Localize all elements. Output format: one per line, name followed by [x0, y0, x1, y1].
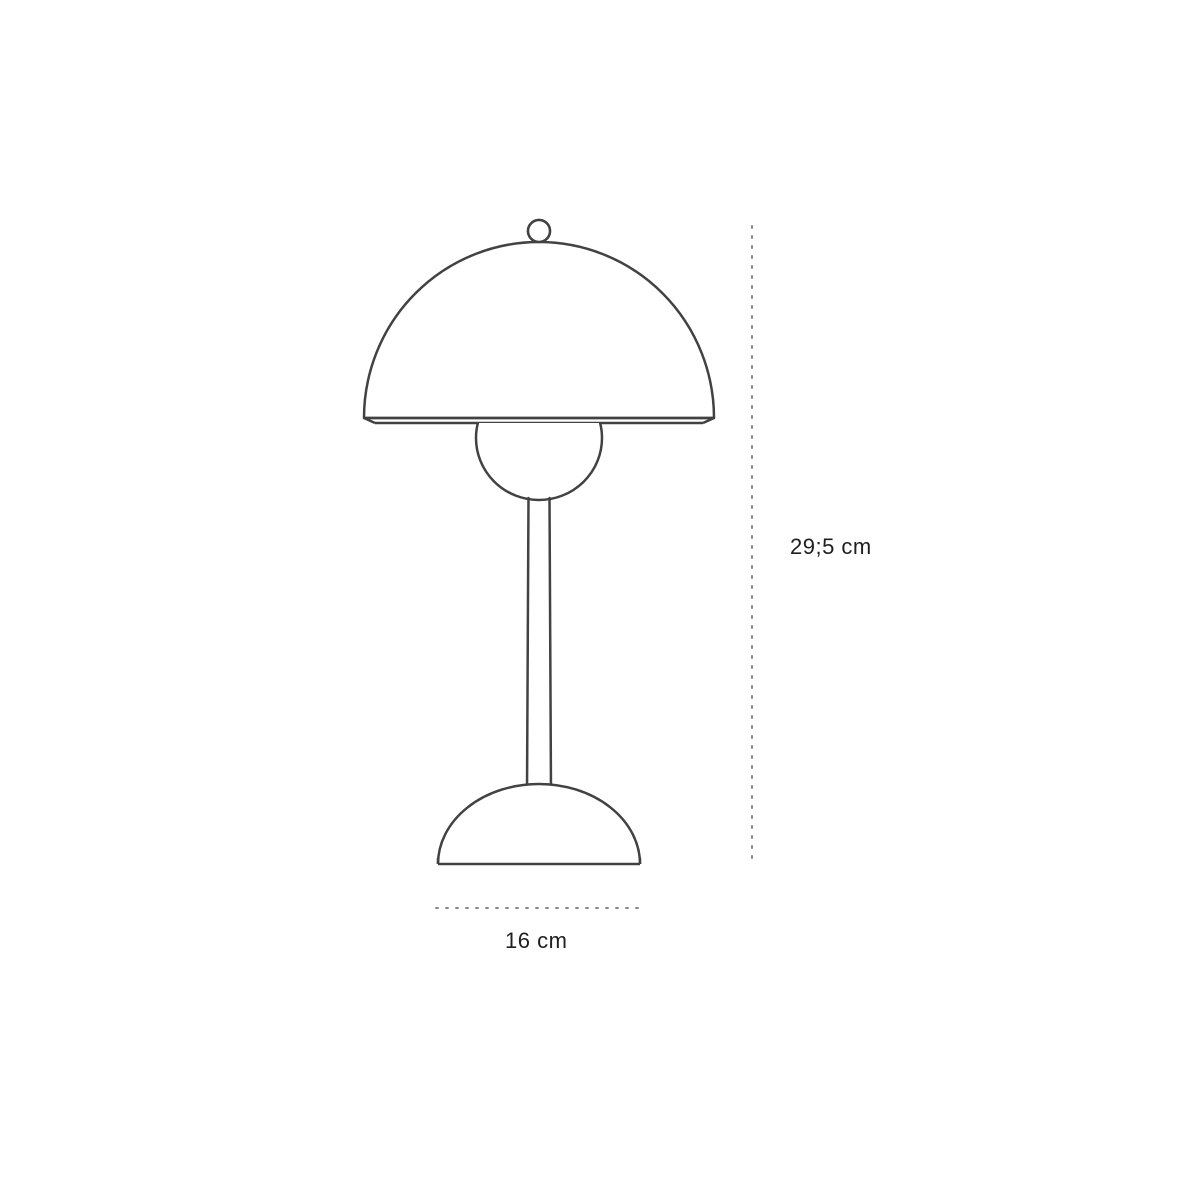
- lamp-line-drawing: [0, 0, 1200, 1200]
- diagram-canvas: 29;5 cm 16 cm: [0, 0, 1200, 1200]
- height-dimension-label: 29;5 cm: [790, 534, 872, 560]
- width-dimension-label: 16 cm: [505, 928, 567, 954]
- stem: [527, 498, 551, 793]
- dome-outer: [364, 242, 714, 418]
- base-dome: [438, 784, 640, 864]
